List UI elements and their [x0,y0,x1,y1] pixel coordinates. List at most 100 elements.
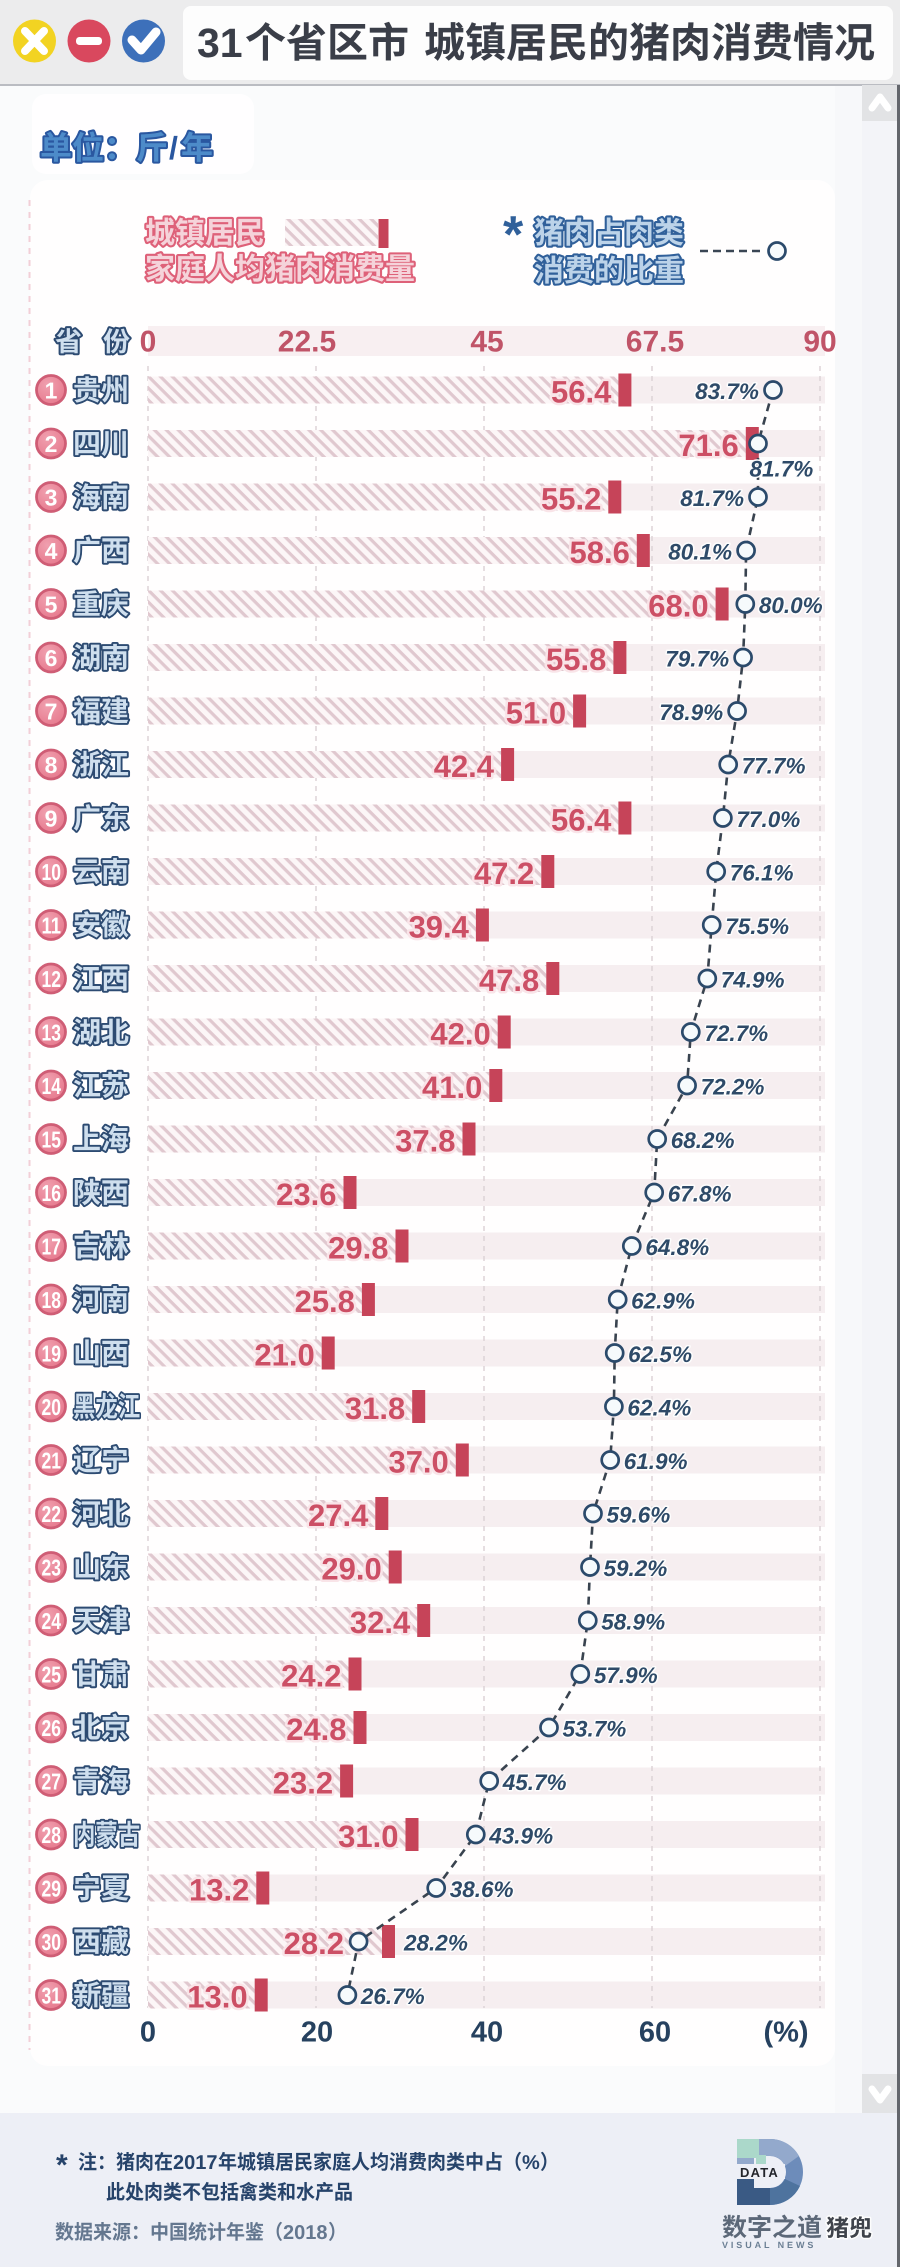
svg-text:80.1%: 80.1% [668,540,732,565]
svg-text:37.0: 37.0 [388,1445,448,1480]
svg-text:55.8: 55.8 [546,642,606,677]
svg-text:11: 11 [42,912,62,938]
svg-text:26: 26 [42,1715,62,1741]
svg-text:64.8%: 64.8% [645,1235,709,1260]
svg-text:41.0: 41.0 [422,1070,482,1105]
svg-text:2017: 2017 [173,2152,218,2174]
svg-text:56.4: 56.4 [551,803,612,838]
svg-text:5: 5 [45,591,58,617]
svg-text:45.7%: 45.7% [502,1770,567,1795]
svg-text:61.9%: 61.9% [624,1449,688,1474]
svg-text:72.2%: 72.2% [701,1075,765,1100]
svg-text:75.5%: 75.5% [725,914,789,939]
svg-text:80.0%: 80.0% [759,593,823,618]
svg-text:1: 1 [45,377,58,403]
svg-text:8: 8 [45,752,58,778]
svg-text:29.8: 29.8 [328,1231,388,1266]
svg-text:0: 0 [140,326,157,359]
svg-text:43.9%: 43.9% [488,1824,553,1849]
svg-text:59.6%: 59.6% [607,1503,671,1528]
svg-text:76.1%: 76.1% [730,861,794,886]
svg-text:*: * [503,206,524,264]
svg-text:29: 29 [42,1875,62,1901]
svg-text:55.2: 55.2 [541,482,601,517]
svg-text:VISUAL NEWS: VISUAL NEWS [722,2240,816,2250]
svg-text:30: 30 [42,1929,62,1955]
svg-text:72.7%: 72.7% [704,1021,768,1046]
svg-text:24: 24 [42,1608,62,1634]
svg-text:17: 17 [42,1233,62,1259]
svg-text:90: 90 [803,326,836,359]
svg-text:67.5: 67.5 [626,326,684,359]
svg-text:62.5%: 62.5% [628,1342,692,1367]
svg-text:23.2: 23.2 [273,1766,333,1801]
svg-text:29.0: 29.0 [321,1552,381,1587]
svg-text:7: 7 [45,698,58,724]
svg-text:27.4: 27.4 [308,1498,369,1533]
svg-text:81.7%: 81.7% [750,457,814,482]
svg-text:24.8: 24.8 [286,1712,346,1747]
svg-text:20: 20 [301,2017,333,2049]
svg-text:/: / [169,130,178,166]
svg-text:25.8: 25.8 [295,1284,355,1319]
svg-text:4: 4 [45,538,58,564]
svg-text:21: 21 [42,1447,62,1473]
svg-text:37.8: 37.8 [395,1124,455,1159]
svg-text:24.2: 24.2 [281,1659,341,1694]
svg-text:31.8: 31.8 [345,1391,405,1426]
svg-text:31.0: 31.0 [338,1819,398,1854]
svg-text:68.2%: 68.2% [671,1128,735,1153]
svg-text:58.9%: 58.9% [601,1610,665,1635]
svg-text:23.6: 23.6 [276,1177,336,1212]
svg-text:14: 14 [42,1073,62,1099]
svg-text:81.7%: 81.7% [680,486,744,511]
svg-text:78.9%: 78.9% [659,700,723,725]
svg-text:31: 31 [42,1982,62,2008]
svg-text:56.4: 56.4 [551,375,612,410]
svg-text:51.0: 51.0 [506,696,566,731]
svg-text:0: 0 [140,2017,156,2049]
svg-text:13: 13 [42,1019,62,1045]
svg-text:83.7%: 83.7% [695,379,759,404]
svg-text:22: 22 [42,1501,62,1527]
svg-text:74.9%: 74.9% [721,968,785,993]
svg-text:23: 23 [42,1554,62,1580]
svg-text:28.2: 28.2 [284,1926,344,1961]
svg-text:38.6%: 38.6% [450,1877,514,1902]
svg-text:12: 12 [42,966,62,992]
svg-text:60: 60 [639,2017,671,2049]
svg-text:79.7%: 79.7% [665,647,729,672]
svg-text:%: % [522,2152,540,2174]
svg-text:77.0%: 77.0% [736,807,800,832]
svg-text:6: 6 [45,645,58,671]
svg-text:31: 31 [197,20,243,66]
svg-text:39.4: 39.4 [409,910,470,945]
svg-text:27: 27 [42,1768,62,1794]
svg-text:*: * [56,2149,68,2182]
svg-text:22.5: 22.5 [278,326,336,359]
svg-text:42.0: 42.0 [430,1017,490,1052]
svg-text:9: 9 [45,805,58,831]
svg-text:53.7%: 53.7% [562,1717,626,1742]
svg-text:32.4: 32.4 [350,1605,411,1640]
svg-text:28: 28 [42,1822,62,1848]
svg-text:59.2%: 59.2% [604,1556,668,1581]
svg-text:20: 20 [42,1394,62,1420]
svg-text:3: 3 [45,484,58,510]
svg-text:13.0: 13.0 [187,1980,247,2015]
svg-text:16: 16 [42,1180,62,1206]
svg-text:25: 25 [42,1661,62,1687]
svg-text:47.2: 47.2 [474,856,534,891]
svg-text:67.8%: 67.8% [668,1182,732,1207]
svg-text:58.6: 58.6 [569,535,629,570]
svg-text:62.4%: 62.4% [627,1396,691,1421]
svg-text:18: 18 [42,1287,62,1313]
svg-text:21.0: 21.0 [254,1338,314,1373]
svg-text:47.8: 47.8 [479,963,539,998]
svg-text:10: 10 [42,859,62,885]
svg-text:77.7%: 77.7% [742,754,806,779]
svg-text:42.4: 42.4 [434,749,495,784]
svg-text:71.6: 71.6 [678,428,738,463]
svg-text:26.7%: 26.7% [360,1984,425,2009]
svg-text:DATA: DATA [740,2165,779,2180]
